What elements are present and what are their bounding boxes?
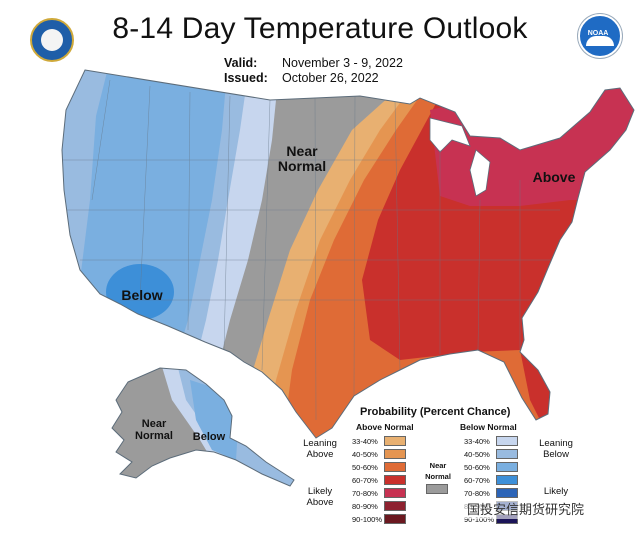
- legend-likely-above: Likely Above: [306, 486, 334, 508]
- legend-below-swatch: [496, 488, 518, 498]
- legend-above-bin-label: 40-50%: [352, 450, 378, 459]
- legend-near-swatch: [426, 484, 448, 494]
- legend-above-bin-label: 90-100%: [352, 515, 383, 524]
- map-label-above: Above: [532, 169, 576, 185]
- noaa-logo-text: NOAA: [587, 30, 609, 37]
- issued-label: Issued:: [224, 71, 268, 85]
- map-label-below-sw: Below: [121, 287, 163, 303]
- ak-label-near-normal: Near Normal: [135, 418, 173, 442]
- legend-above-bin-label: 80-90%: [352, 502, 378, 511]
- legend-below-swatch: [496, 449, 518, 459]
- valid-label: Valid:: [224, 56, 258, 70]
- legend-above-swatch: [384, 514, 406, 524]
- legend-below-swatch: [496, 436, 518, 446]
- great-lakes: [429, 117, 471, 153]
- legend-above-swatch: [384, 488, 406, 498]
- legend-above-bin-label: 60-70%: [352, 476, 378, 485]
- legend-above-head: Above Normal: [356, 422, 414, 432]
- legend-above-swatch: [384, 449, 406, 459]
- legend-below-swatch: [496, 462, 518, 472]
- legend-above-swatch: [384, 501, 406, 511]
- watermark-text: 国投安信期货研究院: [464, 498, 588, 519]
- legend-below-bin-label: 33-40%: [464, 437, 490, 446]
- legend-likely-below: Likely: [543, 486, 569, 497]
- legend-above-swatch: [384, 462, 406, 472]
- legend-below-head: Below Normal: [460, 422, 517, 432]
- legend-below-bin-label: 90-100%: [464, 515, 495, 524]
- legend-above-swatch: [384, 475, 406, 485]
- conus-outline: [61, 69, 635, 439]
- legend-above-bin-label: 33-40%: [352, 437, 378, 446]
- ak-label-below: Below: [192, 431, 226, 443]
- legend-below-bin-label: 50-60%: [464, 463, 490, 472]
- legend-below-bin-label: 70-80%: [464, 489, 490, 498]
- map-label-near-normal: Near Normal: [277, 143, 327, 174]
- lake-michigan: [469, 149, 491, 197]
- map-title: 8-14 Day Temperature Outlook: [112, 12, 528, 45]
- noaa-logo: [578, 14, 622, 58]
- legend-below-bin-label: 60-70%: [464, 476, 490, 485]
- date-block: Valid: November 3 - 9, 2022 Issued: Octobe…: [224, 56, 403, 86]
- legend-near-label: Near Normal: [425, 461, 451, 481]
- legend-above-bin-label: 50-60%: [352, 463, 378, 472]
- legend-above-bin-label: 70-80%: [352, 489, 378, 498]
- valid-value: November 3 - 9, 2022: [282, 56, 403, 70]
- legend-below-swatch: [496, 475, 518, 485]
- below-40-coast-zone: [62, 70, 110, 260]
- doc-seal-logo: [30, 18, 74, 62]
- state-lines: [62, 79, 560, 421]
- issued-value: October 26, 2022: [282, 71, 379, 85]
- legend-leaning-below: Leaning Below: [539, 438, 573, 460]
- legend-leaning-above: Leaning Above: [303, 438, 337, 460]
- legend-title: Probability (Percent Chance): [360, 406, 511, 418]
- alaska-outline: [111, 367, 295, 487]
- legend-above-swatch: [384, 436, 406, 446]
- legend-below-bin-label: 40-50%: [464, 450, 490, 459]
